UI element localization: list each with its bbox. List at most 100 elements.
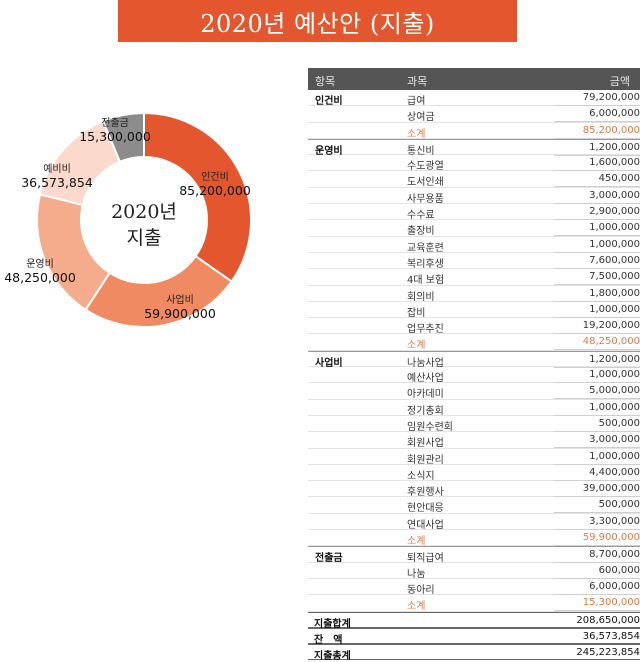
category-label: 전출금 xyxy=(315,553,343,565)
amount-value: 1,000,000 xyxy=(554,239,640,253)
amount-value: 600,000 xyxy=(554,565,640,579)
table-row: 출장비 1,000,000 xyxy=(308,220,640,238)
table-row: 회의비 1,800,000 xyxy=(308,286,640,303)
item-label: 나눔사업 xyxy=(407,357,444,369)
total-row: 잔 액 36,573,854 xyxy=(308,627,640,646)
item-label: 급여 xyxy=(407,96,426,107)
table-row: 회원사업 3,000,000 xyxy=(308,432,640,450)
item-label: 소계 xyxy=(407,128,426,140)
amount-value: 7,500,000 xyxy=(554,271,640,286)
item-label: 정기총회 xyxy=(407,405,444,417)
amount-value: 59,900,000 xyxy=(554,532,640,547)
table-row: 잡비 1,000,000 xyxy=(308,302,640,319)
amount-value: 4,400,000 xyxy=(554,467,640,481)
amount-value: 5,000,000 xyxy=(554,385,640,400)
item-label: 교육훈련 xyxy=(407,242,444,254)
table-header: 항목 과목 금액 xyxy=(308,68,640,90)
slice-value: 85,200,000 xyxy=(179,183,251,198)
amount-value: 79,200,000 xyxy=(554,92,640,106)
category-label: 인건비 xyxy=(315,96,343,107)
budget-table: 항목 과목 금액 인건비 급여 79,200,000 상여금 6,000,000 소계 85… xyxy=(308,68,640,662)
center-label: 지출 xyxy=(127,227,162,249)
item-label: 복리후생 xyxy=(407,258,444,270)
total-amount: 245,223,854 xyxy=(576,647,640,659)
item-label: 소계 xyxy=(407,601,426,613)
item-label: 소계 xyxy=(407,536,426,548)
item-label: 연대사업 xyxy=(407,519,444,531)
amount-value: 8,700,000 xyxy=(554,549,640,564)
amount-value: 1,200,000 xyxy=(554,142,640,156)
subtotal-row: 소계 85,200,000 xyxy=(308,123,640,140)
table-row: 수수료 2,900,000 xyxy=(308,204,640,222)
table-row: 인건비 급여 79,200,000 xyxy=(308,90,640,107)
amount-value: 1,000,000 xyxy=(554,451,640,465)
slice-1 xyxy=(143,111,252,283)
amount-value: 48,250,000 xyxy=(554,336,640,351)
amount-value: 500,000 xyxy=(554,418,640,432)
table-row: 아카데미 5,000,000 xyxy=(308,383,640,401)
table-row: 나눔 600,000 xyxy=(308,563,640,580)
item-label: 잡비 xyxy=(407,307,426,319)
item-label: 출장비 xyxy=(407,226,435,238)
page-title: 2020년 예산안 (지출) xyxy=(200,9,435,38)
amount-value: 1,000,000 xyxy=(554,369,640,384)
header-category: 항목 xyxy=(315,75,336,88)
amount-value: 450,000 xyxy=(554,173,640,188)
table-row: 연대사업 3,300,000 xyxy=(308,514,640,531)
table-row: 4대 보험 7,500,000 xyxy=(308,269,640,287)
subtotal-row: 소계 15,300,000 xyxy=(308,595,640,613)
item-label: 후원행사 xyxy=(407,487,444,499)
total-row: 지출총계 245,223,854 xyxy=(308,644,640,662)
slice-label: 전출금 xyxy=(101,117,129,129)
amount-value: 6,000,000 xyxy=(554,108,640,123)
header-amount: 금액 xyxy=(609,75,630,88)
item-label: 사무용품 xyxy=(407,193,444,205)
table-row: 운영비 통신비 1,200,000 xyxy=(308,138,640,157)
table-row: 후원행사 39,000,000 xyxy=(308,481,640,499)
table-row: 동아리 6,000,000 xyxy=(308,579,640,596)
item-label: 퇴직급여 xyxy=(407,553,444,565)
table-row: 상여금 6,000,000 xyxy=(308,106,640,123)
amount-value: 85,200,000 xyxy=(554,125,640,139)
table-row: 예산사업 1,000,000 xyxy=(308,367,640,385)
amount-value: 3,000,000 xyxy=(554,190,640,204)
total-row: 지출합계 208,650,000 xyxy=(308,611,640,630)
item-label: 회원관리 xyxy=(407,454,444,466)
amount-value: 1,800,000 xyxy=(554,288,640,302)
total-label: 지출합계 xyxy=(314,618,351,630)
table-row: 도서인쇄 450,000 xyxy=(308,171,640,189)
item-label: 수수료 xyxy=(407,210,435,222)
amount-value: 1,000,000 xyxy=(554,402,640,416)
amount-value: 39,000,000 xyxy=(554,483,640,498)
item-label: 회의비 xyxy=(407,291,435,303)
title-bar: 2020년 예산안 (지출) xyxy=(118,0,517,42)
item-label: 예산사업 xyxy=(407,373,444,385)
slice-label: 운영비 xyxy=(26,258,54,270)
table-row: 사업비 나눔사업 1,200,000 xyxy=(308,350,640,369)
item-label: 아카데미 xyxy=(407,389,444,401)
table-row: 복리후생 7,600,000 xyxy=(308,253,640,270)
amount-value: 1,000,000 xyxy=(554,222,640,237)
total-label: 지출총계 xyxy=(314,651,351,662)
table-row: 임원수련회 500,000 xyxy=(308,416,640,433)
item-label: 4대 보험 xyxy=(407,275,445,287)
subtotal-row: 소계 48,250,000 xyxy=(308,334,640,352)
item-label: 현안대응 xyxy=(407,503,444,515)
item-label: 회원사업 xyxy=(407,438,444,450)
item-label: 소계 xyxy=(407,340,426,352)
slice-5 xyxy=(101,111,145,164)
amount-value: 3,300,000 xyxy=(554,516,640,530)
amount-value: 1,000,000 xyxy=(554,304,640,318)
item-label: 도서인쇄 xyxy=(407,177,444,189)
table-body: 인건비 급여 79,200,000 상여금 6,000,000 소계 85,200,000 운… xyxy=(308,90,640,662)
total-amount: 208,650,000 xyxy=(576,614,640,626)
item-label: 나눔 xyxy=(407,568,426,580)
amount-value: 3,000,000 xyxy=(554,434,640,449)
category-label: 사업비 xyxy=(315,357,343,369)
slice-value: 15,300,000 xyxy=(79,129,151,144)
table-row: 업무추진 19,200,000 xyxy=(308,318,640,335)
table-row: 사무용품 3,000,000 xyxy=(308,188,640,205)
item-label: 소식지 xyxy=(407,470,435,482)
slice-value: 48,250,000 xyxy=(4,270,76,285)
